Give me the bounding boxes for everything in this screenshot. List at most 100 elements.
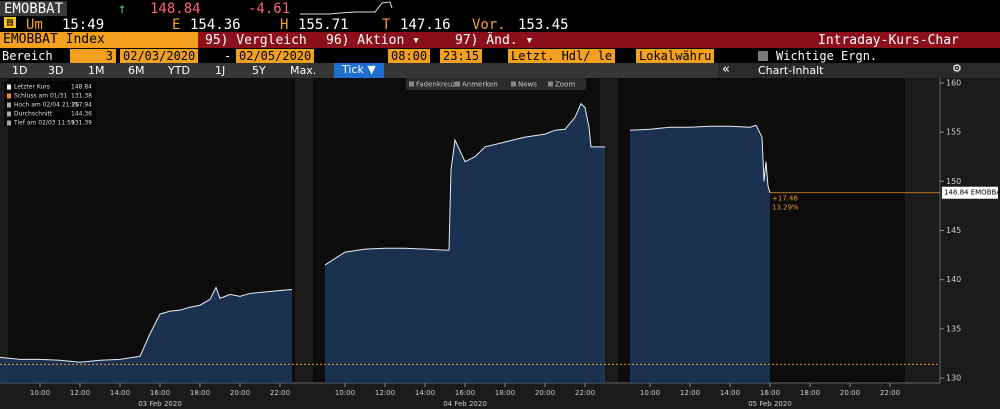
x-tick-label: 14:00	[110, 389, 130, 397]
button[interactable]: 96) Aktion ▾	[326, 33, 420, 48]
days[interactable]: 3	[70, 49, 116, 63]
time-label: Um	[26, 17, 43, 32]
y-tick-label: 150	[946, 177, 961, 186]
range-row: Bereich 3 02/03/2020 - 02/05/2020 08:00 …	[0, 48, 1000, 63]
tool-icon	[409, 81, 414, 87]
field[interactable]: Letzt. Hdl/ le	[508, 49, 616, 63]
x-tick-label: 20:00	[840, 389, 860, 397]
tool-icon	[511, 81, 516, 87]
tool-button[interactable]: News	[518, 81, 537, 89]
last-price-tag	[942, 186, 998, 199]
y-tick-label: 140	[946, 275, 961, 284]
sparkline	[300, 1, 393, 15]
annotation: +17.46	[772, 195, 798, 203]
x-tick-label: 14:00	[720, 389, 740, 397]
x-tick-label: 22:00	[575, 389, 595, 397]
low-label: T	[382, 17, 391, 32]
low: 147.16	[400, 17, 451, 32]
period[interactable]: 1M	[88, 64, 105, 77]
legend-swatch	[7, 102, 11, 108]
x-tick-label: 16:00	[150, 389, 170, 397]
legend-label: Hoch am 02/04 21:26	[14, 102, 79, 109]
legend-label: Tief am 02/03 11:59	[13, 120, 75, 127]
x-tick-label: 14:00	[415, 389, 435, 397]
period-row: 1D 3D 1M 6M YTD 1J 5Y Max. Tick ▼ « Chart-Inhalt ⚙	[0, 63, 1000, 78]
legend-label: Schluss am 01/31	[14, 93, 67, 100]
y-tick-label: 135	[946, 324, 961, 333]
time: 15:49	[62, 17, 105, 32]
currency[interactable]: Lokalwähru	[636, 49, 715, 63]
period[interactable]: 1J	[215, 64, 226, 77]
events[interactable]: Wichtige Ergn.	[776, 49, 878, 63]
chart: 130 135 140 145 150 155 160 10:00 12:00 14:00 16:0…	[0, 78, 1000, 409]
legend-swatch	[7, 84, 11, 90]
x-tick-label: 12:00	[375, 389, 395, 397]
last: 148.84	[150, 1, 201, 16]
tool-icon	[548, 81, 553, 87]
change: -4.61	[248, 1, 291, 16]
period[interactable]: 6M	[128, 64, 145, 77]
price-line	[0, 286, 293, 363]
x-tick-label: 10:00	[30, 389, 50, 397]
toolbar-bg	[406, 78, 586, 90]
open-label: E	[172, 17, 181, 32]
area	[0, 287, 292, 383]
content[interactable]: Chart-Inhalt	[758, 64, 824, 77]
button[interactable]: 97) Änd. ▾	[455, 33, 534, 48]
legend-label: Durchschnitt	[14, 111, 53, 118]
y-tick-label: 160	[946, 79, 961, 88]
x-tick-label: 12:00	[680, 389, 700, 397]
open: 154.36	[190, 17, 241, 32]
start-date[interactable]: 02/03/2020	[120, 49, 199, 63]
period[interactable]: 5Y	[252, 64, 266, 77]
collapse[interactable]: «	[722, 63, 730, 77]
day-label: 03 Feb 2020	[138, 400, 182, 408]
checkbox[interactable]	[758, 51, 768, 61]
icon: ▤	[4, 17, 16, 28]
tool-button[interactable]: Anmerken	[462, 81, 498, 89]
time-to[interactable]: 23:15	[440, 49, 483, 63]
tool-button[interactable]: Fadenkreuz	[416, 81, 456, 89]
high-label: H	[280, 17, 289, 32]
x-tick-label: 18:00	[800, 389, 820, 397]
button[interactable]: 95) Vergleich	[205, 33, 307, 48]
time-from[interactable]: 08:00	[388, 49, 431, 63]
period[interactable]: Max.	[290, 64, 317, 77]
x-tick-label: 22:00	[880, 389, 900, 397]
area	[325, 103, 605, 384]
window-title: Intraday-Kurs-Char	[818, 33, 959, 48]
period[interactable]: 3D	[48, 64, 64, 77]
legend-value: 157.94	[71, 102, 92, 109]
period[interactable]: 1D	[12, 64, 28, 77]
day-label: 04 Feb 2020	[443, 400, 487, 408]
x-tick-label: 10:00	[335, 389, 355, 397]
ticker: EMOBBAT	[0, 1, 68, 16]
legend-value: 131.39	[71, 120, 92, 127]
sep: -	[224, 49, 232, 63]
legend-value: 131.38	[71, 93, 92, 100]
legend-swatch	[7, 93, 11, 99]
settings-icon[interactable]: ⚙	[952, 63, 962, 75]
legend-swatch	[7, 120, 11, 126]
tool-button[interactable]: Zoom	[555, 81, 575, 89]
period-selected[interactable]: Tick ▼	[334, 63, 384, 78]
x-tick-label: 20:00	[230, 389, 250, 397]
legend-value: 144.36	[71, 111, 92, 118]
annotation: 13.29%	[772, 204, 799, 212]
end-date[interactable]: 02/05/2020	[236, 49, 315, 63]
last-price-label: 148.84 EMOBBAT	[944, 189, 1000, 197]
security[interactable]: EMOBBAT Index	[0, 32, 198, 48]
x-tick-label: 10:00	[640, 389, 660, 397]
x-tick-label: 18:00	[495, 389, 515, 397]
quote-row: EMOBBAT ↑ 148.84 -4.61	[0, 0, 1000, 16]
y-tick-label: 130	[946, 374, 961, 383]
period[interactable]: YTD	[168, 64, 190, 77]
legend-swatch	[7, 111, 11, 117]
x-tick-label: 16:00	[455, 389, 475, 397]
tool-icon	[455, 81, 460, 87]
arrow: ↑	[118, 1, 127, 16]
range-label: Bereich	[2, 49, 53, 63]
legend-value: 148.84	[71, 84, 92, 91]
x-tick-label: 18:00	[190, 389, 210, 397]
